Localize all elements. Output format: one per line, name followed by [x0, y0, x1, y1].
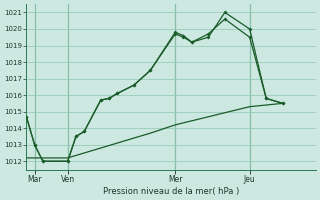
X-axis label: Pression niveau de la mer( hPa ): Pression niveau de la mer( hPa ): [103, 187, 239, 196]
